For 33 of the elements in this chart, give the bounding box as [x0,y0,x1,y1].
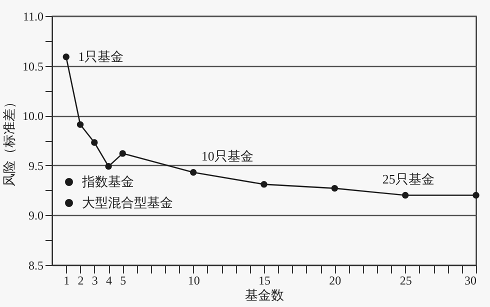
y-tick-label: 8.5 [28,258,44,272]
y-tick-label: 9.5 [28,158,44,173]
annotation: 10只基金 [201,148,254,164]
point [190,169,197,176]
point [472,192,480,199]
x-tick-label: 25 [400,274,412,288]
y-tick-label: 11.0 [22,10,44,24]
point [331,184,338,192]
annotation: 指数基金 [81,174,134,189]
x-tick-label: 20 [329,274,342,288]
x-tick-label: 3 [92,274,98,288]
point [402,192,409,199]
y-tick-label: 10.0 [22,109,44,124]
y-axis-title: 风险（标准差） [2,96,16,186]
x-tick-label: 1 [64,274,70,288]
y-tick-label: 10.5 [22,59,44,74]
y-tick-label: 9.0 [28,208,44,223]
point [62,53,70,60]
point [119,150,126,157]
x-axis-title: 基金数 [245,288,284,302]
x-tick-label: 15 [258,274,270,288]
point [260,180,268,188]
x-tick-label: 2 [78,274,84,288]
x-tick-label: 10 [188,274,200,288]
x-tick-label: 30 [464,274,476,288]
x-tick-label: 5 [120,274,126,288]
annotation: 1只基金 [78,48,124,64]
point [76,121,84,128]
point [105,163,112,170]
annotation: 大型混合型基金 [82,195,173,210]
annotation: 25只基金 [382,171,434,186]
x-tick-label: 4 [106,274,112,288]
point [91,139,98,146]
